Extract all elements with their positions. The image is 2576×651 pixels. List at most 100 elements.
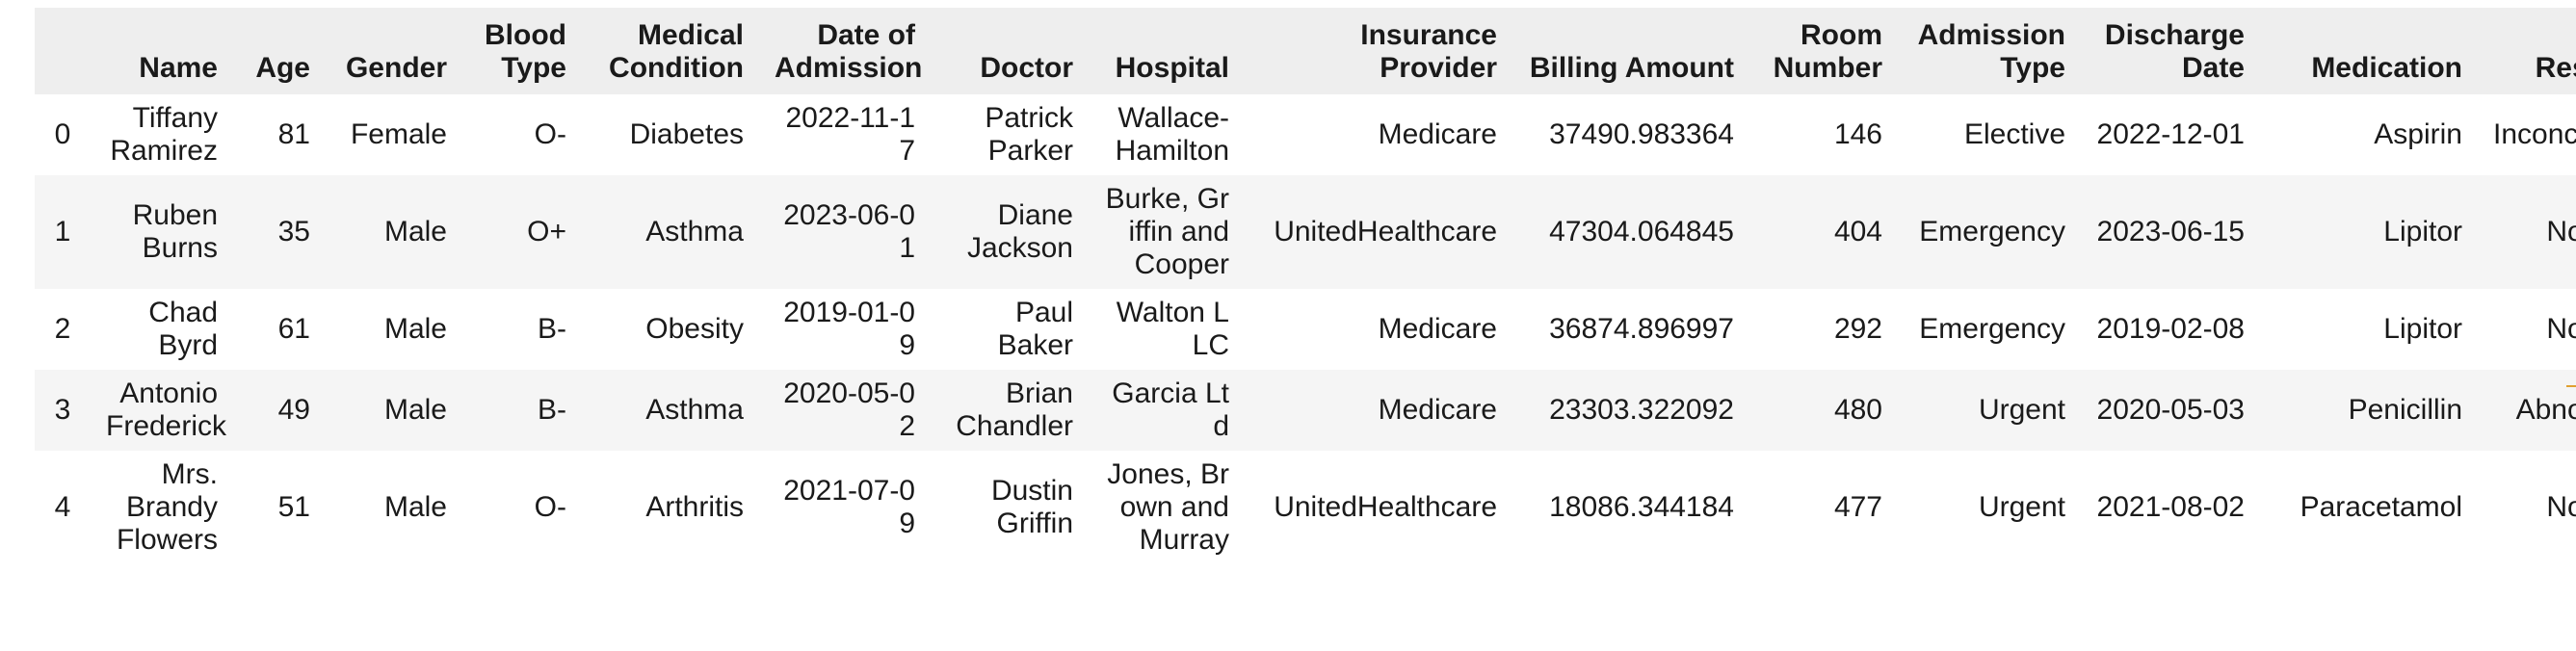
cell-insurance-provider: Medicare: [1245, 370, 1512, 451]
cell-date-of-admission: 2019-01-09: [759, 289, 931, 370]
cell-medical-condition: Arthritis: [582, 451, 759, 564]
column-header-name: Name: [91, 8, 233, 94]
cell-insurance-provider: UnitedHealthcare: [1245, 451, 1512, 564]
cell-gender: Male: [326, 451, 462, 564]
cell-room-number: 477: [1749, 451, 1898, 564]
cell-gender: Male: [326, 175, 462, 289]
column-header-blood-type: Blood Type: [462, 8, 582, 94]
column-header-billing-amount: Billing Amount: [1512, 8, 1749, 94]
column-header-hospital: Hospital: [1089, 8, 1245, 94]
table-row: 3 Antonio Frederick 49 Male B- Asthma 20…: [35, 370, 2576, 451]
column-header-medication: Medication: [2260, 8, 2478, 94]
row-index: 2: [35, 289, 91, 370]
cell-test-results: Inconclusive: [2478, 94, 2576, 175]
cell-billing-amount: 36874.896997: [1512, 289, 1749, 370]
cell-gender: Male: [326, 289, 462, 370]
cell-name: Ruben Burns: [91, 175, 233, 289]
cell-age: 61: [233, 289, 326, 370]
header-row: Name Age Gender Blood Type Medical Condi…: [35, 8, 2576, 94]
cell-discharge-date: 2022-12-01: [2081, 94, 2260, 175]
cell-age: 81: [233, 94, 326, 175]
cell-age: 35: [233, 175, 326, 289]
cell-test-results: Normal: [2478, 175, 2576, 289]
cell-blood-type: B-: [462, 370, 582, 451]
column-header-discharge-date: Discharge Date: [2081, 8, 2260, 94]
cell-medication: Penicillin: [2260, 370, 2478, 451]
cell-date-of-admission: 2020-05-02: [759, 370, 931, 451]
cell-billing-amount: 23303.322092: [1512, 370, 1749, 451]
cell-name: Mrs. Brandy Flowers: [91, 451, 233, 564]
cell-hospital: Walton LLC: [1089, 289, 1245, 370]
column-header-doctor: Doctor: [931, 8, 1089, 94]
table-row: 2 Chad Byrd 61 Male B- Obesity 2019-01-0…: [35, 289, 2576, 370]
cell-test-results: Normal: [2478, 451, 2576, 564]
row-index: 1: [35, 175, 91, 289]
cell-doctor: Brian Chandler: [931, 370, 1089, 451]
column-header-insurance-provider: Insurance Provider: [1245, 8, 1512, 94]
cell-blood-type: B-: [462, 289, 582, 370]
cell-hospital: Burke, Griffin and Cooper: [1089, 175, 1245, 289]
table-row: 0 Tiffany Ramirez 81 Female O- Diabetes …: [35, 94, 2576, 175]
cell-discharge-date: 2021-08-02: [2081, 451, 2260, 564]
cell-hospital: Garcia Ltd: [1089, 370, 1245, 451]
cell-room-number: 404: [1749, 175, 1898, 289]
cell-blood-type: O-: [462, 451, 582, 564]
cell-doctor: Patrick Parker: [931, 94, 1089, 175]
column-header-medical-condition: Medical Condition: [582, 8, 759, 94]
cell-date-of-admission: 2021-07-09: [759, 451, 931, 564]
cell-billing-amount: 37490.983364: [1512, 94, 1749, 175]
cell-date-of-admission: 2023-06-01: [759, 175, 931, 289]
cell-medication: Lipitor: [2260, 175, 2478, 289]
cell-age: 51: [233, 451, 326, 564]
cell-hospital: Jones, Brown and Murray: [1089, 451, 1245, 564]
cell-insurance-provider: Medicare: [1245, 94, 1512, 175]
cell-name: Antonio Frederick: [91, 370, 233, 451]
cell-gender: Female: [326, 94, 462, 175]
row-index: 3: [35, 370, 91, 451]
column-header-test-results: Test Results: [2478, 8, 2576, 94]
cell-name: Chad Byrd: [91, 289, 233, 370]
cell-admission-type: Emergency: [1898, 175, 2081, 289]
cell-doctor: Diane Jackson: [931, 175, 1089, 289]
cell-insurance-provider: Medicare: [1245, 289, 1512, 370]
cell-hospital: Wallace-Hamilton: [1089, 94, 1245, 175]
cell-admission-type: Elective: [1898, 94, 2081, 175]
cell-insurance-provider: UnitedHealthcare: [1245, 175, 1512, 289]
index-header: [35, 8, 91, 94]
cell-medication: Lipitor: [2260, 289, 2478, 370]
dataframe-table: Name Age Gender Blood Type Medical Condi…: [35, 8, 2576, 564]
cell-blood-type: O-: [462, 94, 582, 175]
cell-name: Tiffany Ramirez: [91, 94, 233, 175]
cell-room-number: 146: [1749, 94, 1898, 175]
cell-doctor: Paul Baker: [931, 289, 1089, 370]
cell-admission-type: Emergency: [1898, 289, 2081, 370]
cell-medication: Aspirin: [2260, 94, 2478, 175]
cell-billing-amount: 47304.064845: [1512, 175, 1749, 289]
cell-discharge-date: 2020-05-03: [2081, 370, 2260, 451]
cell-medical-condition: Obesity: [582, 289, 759, 370]
row-index: 0: [35, 94, 91, 175]
column-header-date-of-admission: Date of Admission: [759, 8, 931, 94]
cell-room-number: 292: [1749, 289, 1898, 370]
cell-admission-type: Urgent: [1898, 370, 2081, 451]
row-index: 4: [35, 451, 91, 564]
column-header-age: Age: [233, 8, 326, 94]
table-row: 1 Ruben Burns 35 Male O+ Asthma 2023-06-…: [35, 175, 2576, 289]
cell-billing-amount: 18086.344184: [1512, 451, 1749, 564]
column-header-admission-type: Admission Type: [1898, 8, 2081, 94]
cell-medication: Paracetamol: [2260, 451, 2478, 564]
cell-medical-condition: Diabetes: [582, 94, 759, 175]
cell-gender: Male: [326, 370, 462, 451]
table-row: 4 Mrs. Brandy Flowers 51 Male O- Arthrit…: [35, 451, 2576, 564]
scroll-edge-marker: [2566, 385, 2576, 387]
cell-discharge-date: 2023-06-15: [2081, 175, 2260, 289]
cell-test-results: Abnormal: [2478, 370, 2576, 451]
cell-medical-condition: Asthma: [582, 370, 759, 451]
cell-room-number: 480: [1749, 370, 1898, 451]
cell-doctor: Dustin Griffin: [931, 451, 1089, 564]
cell-medical-condition: Asthma: [582, 175, 759, 289]
cell-date-of-admission: 2022-11-17: [759, 94, 931, 175]
cell-blood-type: O+: [462, 175, 582, 289]
cell-age: 49: [233, 370, 326, 451]
